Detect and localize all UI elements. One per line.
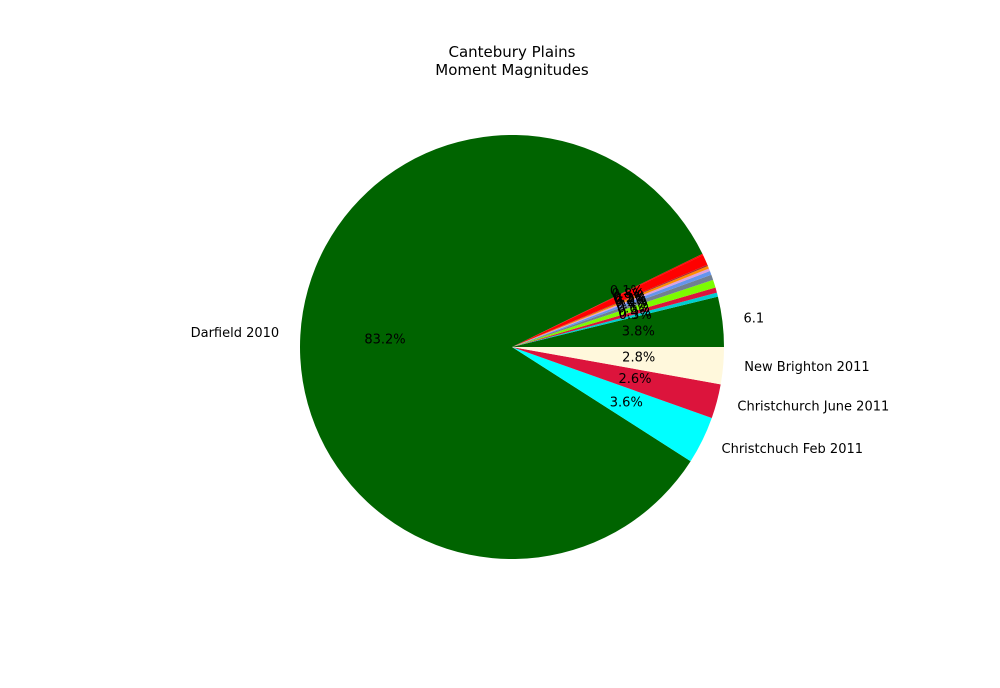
- slice-category-label: New Brighton 2011: [744, 360, 869, 375]
- slice-percent-label: 2.8%: [622, 351, 655, 366]
- slice-category-label: 6.1: [744, 312, 765, 327]
- slice-category-label: Darfield 2010: [191, 326, 280, 341]
- pie-slice: [512, 347, 724, 385]
- pie-slice: [512, 253, 704, 347]
- pie-labels: 3.8%6.10.3%0.4%0.6%0.4%0.3%0.2%0.2%0.1%0…: [191, 284, 890, 457]
- slice-category-label: Christchurch June 2011: [737, 399, 889, 414]
- pie-slice: [512, 268, 710, 347]
- chart-title-line-2: Moment Magnitudes: [435, 61, 589, 79]
- slice-percent-label: 0.3%: [615, 295, 648, 310]
- pie-slice: [512, 274, 714, 347]
- slice-percent-label: 0.4%: [616, 298, 649, 313]
- pie-slice: [512, 279, 716, 347]
- chart-title-line-1: Cantebury Plains: [448, 43, 575, 61]
- slice-percent-label: 0.2%: [614, 293, 647, 308]
- pie-slice: [512, 264, 708, 347]
- pie-slice: [512, 287, 717, 347]
- slice-percent-label: 2.6%: [618, 372, 651, 387]
- pie-slices: [300, 135, 724, 560]
- pie-slice: [512, 292, 718, 347]
- slice-percent-label: 83.2%: [364, 332, 405, 347]
- slice-category-label: Christchuch Feb 2011: [722, 442, 864, 457]
- pie-slice: [512, 296, 724, 347]
- pie-slice: [512, 255, 708, 347]
- pie-slice: [512, 266, 709, 347]
- slice-percent-label: 3.6%: [610, 395, 643, 410]
- slice-percent-label: 0.3%: [619, 308, 652, 323]
- slice-percent-label: 0.2%: [613, 292, 646, 307]
- slice-percent-label: 0.4%: [618, 305, 651, 320]
- slice-percent-label: 0.8%: [611, 287, 644, 302]
- pie-slice: [300, 135, 703, 560]
- slice-percent-label: 0.1%: [610, 284, 643, 299]
- pie-slice: [512, 347, 712, 462]
- slice-percent-label: 0.6%: [617, 302, 650, 317]
- pie-slice: [512, 271, 712, 347]
- pie-slice: [512, 347, 721, 418]
- slice-percent-label: 3.8%: [622, 324, 655, 339]
- slice-percent-label: 0.1%: [613, 291, 646, 306]
